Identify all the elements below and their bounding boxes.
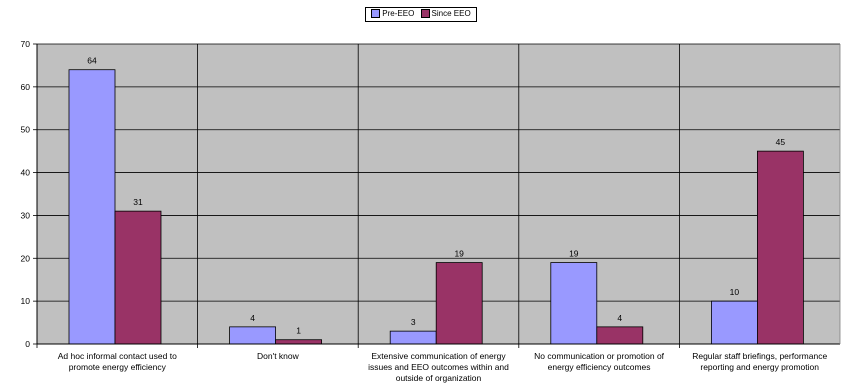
category-label-regular-briefings: Regular staff briefings, performance rep… (692, 351, 828, 372)
bar-since-eeo-4 (757, 150, 804, 345)
data-label-pre-eeo-3: 19 (569, 249, 579, 259)
data-label-since-eeo-3: 4 (617, 313, 622, 323)
y-tick-label-10: 10 (21, 296, 31, 306)
category-label-ad-hoc: Ad hoc informal contact used to promote … (57, 351, 177, 372)
legend-box: Pre-EEO Since EEO (365, 7, 477, 22)
legend-swatch-since-eeo (420, 9, 430, 18)
y-tick-label-70: 70 (21, 39, 31, 49)
data-label-since-eeo-2: 19 (454, 249, 464, 259)
legend-swatch-pre-eeo (371, 9, 381, 18)
category-label-no-communication: No communication or promotion of energy … (534, 351, 665, 372)
bar-pre-eeo-2 (389, 330, 437, 345)
bar-since-eeo-1 (275, 339, 323, 345)
bar-pre-eeo-3 (550, 262, 598, 345)
y-tick-label-30: 30 (21, 210, 31, 220)
y-tick-label-0: 0 (25, 339, 30, 349)
y-tick-label-50: 50 (21, 125, 31, 135)
category-label-dont-know: Don't know (256, 351, 299, 361)
data-label-since-eeo-0: 31 (133, 197, 143, 207)
data-label-pre-eeo-2: 3 (411, 317, 416, 327)
data-label-pre-eeo-0: 64 (87, 56, 97, 66)
y-tick-label-40: 40 (21, 168, 31, 178)
legend-label-since-eeo: Since EEO (431, 9, 471, 18)
y-tick-label-60: 60 (21, 82, 31, 92)
data-label-since-eeo-1: 1 (296, 326, 301, 336)
category-label-extensive: Extensive communication of energy issues… (368, 351, 509, 383)
legend-item-pre-eeo: Pre-EEO (371, 9, 414, 18)
bar-pre-eeo-4 (711, 300, 758, 345)
bar-since-eeo-3 (596, 326, 644, 345)
y-tick-label-20: 20 (21, 253, 31, 263)
data-label-pre-eeo-1: 4 (250, 313, 255, 323)
legend-label-pre-eeo: Pre-EEO (382, 9, 415, 18)
data-label-pre-eeo-4: 10 (730, 287, 740, 297)
bar-pre-eeo-0 (68, 69, 116, 345)
bar-since-eeo-0 (114, 210, 162, 345)
bar-pre-eeo-1 (229, 326, 277, 345)
data-label-since-eeo-4: 45 (776, 137, 786, 147)
legend: Pre-EEO Since EEO (0, 7, 842, 22)
bar-since-eeo-2 (435, 262, 483, 345)
legend-item-since-eeo: Since EEO (420, 9, 471, 18)
